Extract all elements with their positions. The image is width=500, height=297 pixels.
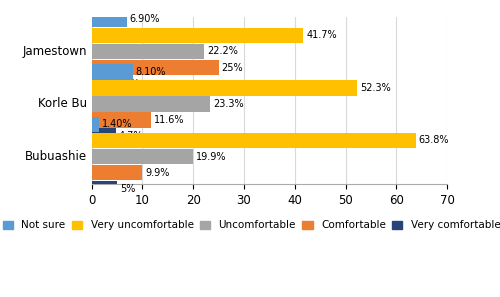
Text: 4.7%: 4.7% [118, 131, 143, 141]
Bar [92, 133, 415, 148]
Bar [92, 117, 99, 132]
Text: 6.90%: 6.90% [130, 14, 160, 24]
Text: 63.8%: 63.8% [418, 135, 449, 146]
Text: 1.40%: 1.40% [102, 119, 132, 129]
Text: 25%: 25% [222, 63, 244, 72]
Text: 4.2%: 4.2% [116, 79, 140, 89]
Bar [92, 80, 357, 96]
Bar [92, 181, 117, 196]
Bar [92, 165, 142, 180]
Bar [92, 64, 133, 80]
Text: 19.9%: 19.9% [196, 151, 226, 162]
Bar [92, 149, 192, 164]
Legend: Not sure, Very uncomfortable, Uncomfortable, Comfortable, Very comfortable: Not sure, Very uncomfortable, Uncomforta… [0, 218, 500, 233]
Text: 41.7%: 41.7% [306, 30, 337, 40]
Bar [92, 112, 150, 128]
Text: 9.9%: 9.9% [145, 168, 170, 178]
Text: 5%: 5% [120, 184, 136, 194]
Text: 52.3%: 52.3% [360, 83, 391, 93]
Bar [92, 60, 218, 75]
Text: 11.6%: 11.6% [154, 115, 184, 125]
Bar [92, 128, 116, 144]
Bar [92, 44, 204, 59]
Text: 8.10%: 8.10% [136, 67, 166, 77]
Bar [92, 12, 126, 27]
Text: 23.3%: 23.3% [213, 99, 244, 109]
Text: 22.2%: 22.2% [208, 46, 238, 56]
Bar [92, 76, 113, 91]
Bar [92, 28, 304, 43]
Bar [92, 96, 210, 112]
